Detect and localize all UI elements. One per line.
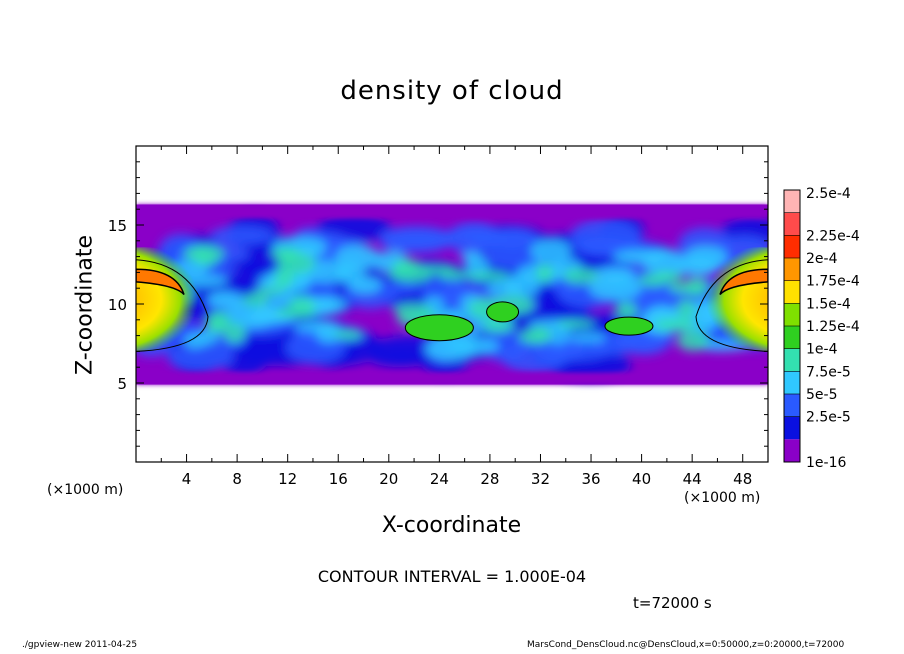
x-tick-label: 36 [581,470,600,488]
colorbar-label: 1e-4 [806,342,838,358]
cloud-blob [275,307,316,319]
colorbar-label: 2e-4 [806,251,838,267]
cloud-blob [535,263,554,283]
colorbar-cell [784,326,800,349]
colorbar-cell [784,235,800,258]
contour-island [486,301,520,323]
cloud-blob [460,251,482,264]
colorbar-cell [784,280,800,304]
x-tick-label: 16 [329,470,348,488]
cloud-blob [653,318,696,331]
cloud-blob [567,332,607,343]
cloud-blob [642,248,685,276]
colorbar-cell [784,212,800,236]
cloud-blob [562,267,598,285]
cloud-blob [480,328,530,362]
time-label: t=72000 s [633,594,712,612]
cloud-blob [378,226,454,251]
x-tick-label: 4 [182,470,192,488]
cloud-blob [545,340,610,361]
cloud-blob [615,302,638,320]
cloud-blob [210,225,275,245]
cloud-blob [393,303,433,318]
cloud-blob [223,323,246,344]
cloud-blob [569,219,641,256]
colorbar-cell [784,303,800,326]
cloud-field [136,204,768,385]
cloud-blob [518,330,552,344]
colorbar: 2.5e-4 2.25e-4 2e-4 1.75e-4 1.5e-4 1.25e-4 1e-… [783,186,860,471]
x-tick-label: 40 [632,470,651,488]
right-contour-core [719,268,768,296]
colorbar-label: 2.5e-4 [806,186,851,202]
x-tick-label: 44 [683,470,702,488]
cloud-blob [638,273,668,287]
cloud-blob [676,330,710,352]
chart-title: density of cloud [340,76,564,106]
cloud-blob [588,275,642,301]
left-contour-core [136,268,185,296]
colorbar-label: 1e-16 [806,455,846,471]
cloud-blob [333,329,363,340]
colorbar-cell [784,258,800,281]
x-tick-label: 48 [733,470,752,488]
cloud-edge-bands [136,204,768,385]
cloud-bottom-band [136,372,768,385]
cloud-blob [255,286,285,296]
colorbar-cell [784,190,800,213]
cloud-blob [241,293,270,307]
cloud-blob [334,262,366,284]
cloud-blob [530,238,572,263]
colorbar-cell [784,394,800,417]
colorbar-label: 2.5e-5 [806,410,851,426]
y-tick-label: 10 [108,296,127,314]
colorbar-label: 1.5e-4 [806,296,851,312]
contour-island [604,316,654,336]
cloud-blob [466,271,510,282]
cloud-blob [483,319,516,333]
cloud-top-band [136,204,768,219]
cloud-blob [278,249,302,265]
x-tick-label: 8 [232,470,242,488]
colorbar-label: 1.25e-4 [806,319,860,335]
cloud-blob [369,350,432,368]
cloud-blob [183,245,225,263]
x-tick-label: 28 [480,470,499,488]
cloud-blob [167,344,234,371]
cloud-blob [316,323,341,344]
x-tick-label: 24 [430,470,449,488]
x-axis-unit-left: (×1000 m) [47,482,124,498]
colorbar-cell [784,416,800,440]
cloud-blob [557,319,596,329]
x-axis-label: X-coordinate [381,513,522,538]
colorbar-label: 5e-5 [806,387,837,403]
right-contour-line [695,259,768,352]
contour-island [404,314,474,342]
colorbar-label: 7.5e-5 [806,364,851,380]
x-axis-unit-right: (×1000 m) [684,490,761,506]
cloud-blob [392,258,420,276]
cloud-blob [464,227,508,248]
colorbar-label: 2.25e-4 [806,228,860,244]
y-tick-label: 5 [117,375,127,393]
x-tick-label: 32 [531,470,550,488]
colorbar-cell [784,439,800,462]
cloud-blob [437,270,471,280]
y-tick-label: 15 [108,217,127,235]
footer-left-text: ./gpview-new 2011-04-25 [22,640,138,650]
colorbar-cell [784,348,800,372]
contour-interval-label: CONTOUR INTERVAL = 1.000E-04 [317,567,587,586]
cloud-blob [447,337,500,355]
cloud-blob [486,245,545,270]
left-contour-line [136,259,209,352]
footer-right-text: MarsCond_DensCloud.nc@DensCloud,x=0:5000… [527,640,845,650]
colorbar-label: 1.75e-4 [806,274,860,290]
x-tick-label: 12 [278,470,297,488]
y-axis-label: Z-coordinate [72,235,98,375]
colorbar-cell [784,371,800,394]
x-tick-label: 20 [379,470,398,488]
